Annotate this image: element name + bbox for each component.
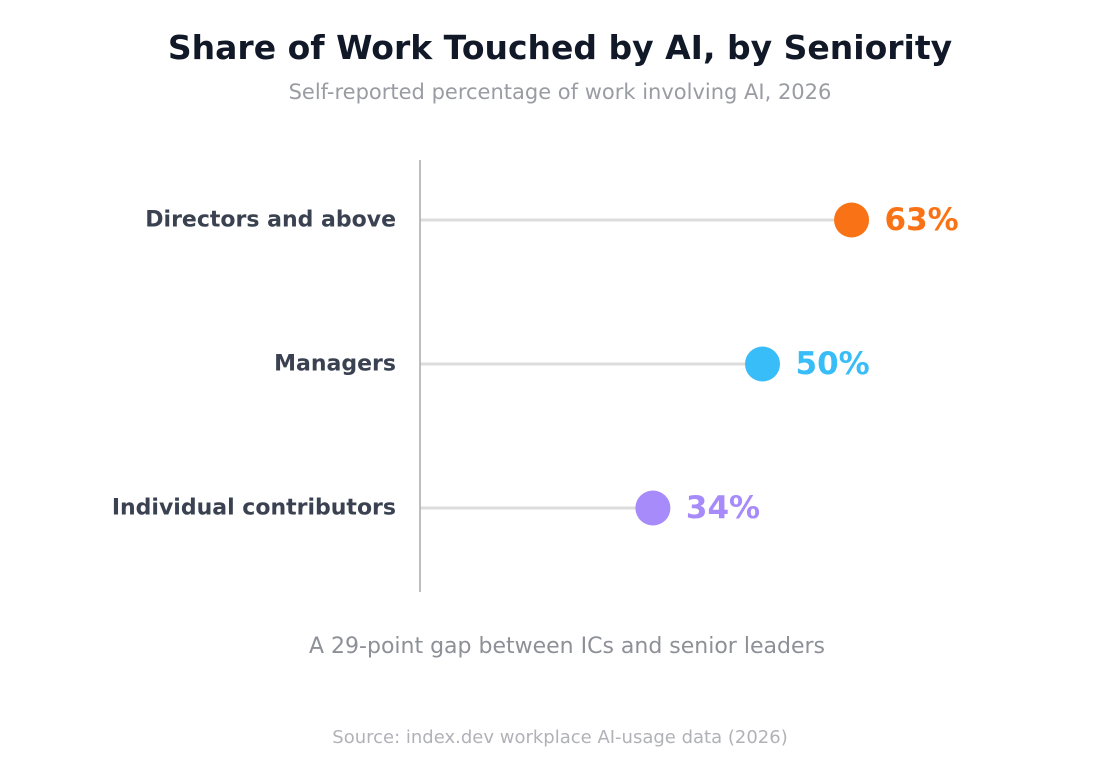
category-label: Managers	[274, 352, 396, 377]
value-label: 50%	[796, 346, 870, 382]
chart-annotation: A 29-point gap between ICs and senior le…	[309, 634, 825, 659]
category-label: Directors and above	[145, 208, 396, 233]
category-label: Individual contributors	[112, 496, 396, 521]
value-label: 34%	[686, 490, 760, 526]
lollipop-dot	[635, 490, 671, 526]
chart-subtitle: Self-reported percentage of work involvi…	[288, 80, 832, 104]
source-note: Source: index.dev workplace AI-usage dat…	[332, 727, 788, 748]
lollipop-dot	[745, 346, 780, 382]
chart-title: Share of Work Touched by AI, by Seniorit…	[167, 28, 953, 67]
value-label: 63%	[885, 202, 959, 238]
lollipop-dot	[834, 202, 870, 238]
